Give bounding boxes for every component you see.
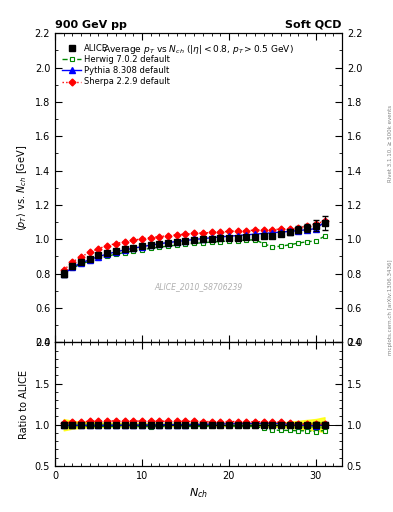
Text: ALICE_2010_S8706239: ALICE_2010_S8706239 [154,282,242,291]
Text: mcplots.cern.ch [arXiv:1306.3436]: mcplots.cern.ch [arXiv:1306.3436] [387,260,393,355]
Text: Average $p_T$ vs $N_{ch}$ ($|\eta| < 0.8$, $p_T > 0.5$ GeV): Average $p_T$ vs $N_{ch}$ ($|\eta| < 0.8… [103,42,294,55]
Y-axis label: Ratio to ALICE: Ratio to ALICE [19,370,29,439]
Text: Rivet 3.1.10, ≥ 500k events: Rivet 3.1.10, ≥ 500k events [387,105,393,182]
Y-axis label: $\langle p_T \rangle$ vs. $N_{ch}$ [GeV]: $\langle p_T \rangle$ vs. $N_{ch}$ [GeV] [15,145,29,231]
Legend: ALICE, Herwig 7.0.2 default, Pythia 8.308 default, Sherpa 2.2.9 default: ALICE, Herwig 7.0.2 default, Pythia 8.30… [61,42,172,88]
Text: 900 GeV pp: 900 GeV pp [55,19,127,30]
X-axis label: $N_{ch}$: $N_{ch}$ [189,486,208,500]
Text: Soft QCD: Soft QCD [285,19,342,30]
